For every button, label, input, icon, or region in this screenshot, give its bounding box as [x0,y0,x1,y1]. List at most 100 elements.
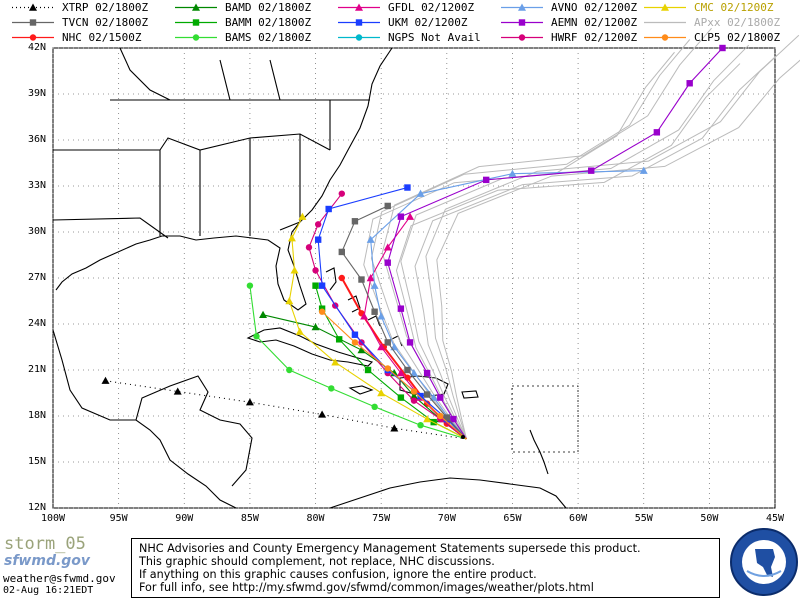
contact-email: weather@sfwmd.gov [3,572,116,585]
lon-label: 95W [109,513,128,524]
legend-time: 02/1200Z [414,1,475,14]
lon-label: 90W [175,513,194,524]
track-point-bams [246,282,254,289]
lat-label: 12N [27,502,46,513]
legend-time: 02/1800Z [88,1,149,14]
legend-model: UKM [388,16,408,29]
track-point-aemn [397,213,405,220]
legend-label: BAMM 02/1800Z [225,15,311,30]
track-point-avno [429,393,438,401]
track-point-clp5 [384,365,391,372]
track-cmc [285,212,467,440]
lon-label: 75W [372,513,391,524]
track-point-aemn [450,415,457,423]
track-point-gfdl [406,212,415,220]
track-point-xtrp [245,398,254,406]
square-marker-icon [175,19,217,26]
track-point-aemn [686,80,693,87]
lat-label: 42N [27,42,46,53]
legend-model: HWRF [551,31,578,44]
track-xtrp [101,376,467,440]
timestamp: 02-Aug 16:21EDT [3,585,94,596]
legend-model: GFDL [388,1,415,14]
lat-label: 15N [27,456,46,467]
lat-label: 36N [27,134,46,145]
triangle-marker-icon [12,3,54,11]
track-point-avno [508,169,517,177]
track-point-bamm [364,366,372,374]
lon-label: 55W [634,513,653,524]
track-point-gfdl [360,312,369,320]
track-point-gfdl [396,369,405,377]
track-point-clp5 [437,412,444,420]
legend-time: Not Avail [414,31,481,44]
legend-label: UKM 02/1200Z [388,15,467,30]
circle-marker-icon [338,34,380,41]
track-point-bams [371,403,378,410]
circle-marker-icon [175,34,217,41]
sfwmd-seal-icon [730,528,798,596]
track-point-cmc [285,297,294,305]
lat-label: 18N [27,410,46,421]
track-point-bamm [335,336,343,343]
legend-label: BAMS 02/1800Z [225,30,311,45]
legend-time: 02/1200Z [577,31,638,44]
legend-model: AEMN [551,16,578,29]
track-point-xtrp [390,424,399,432]
lat-label: 21N [27,364,46,375]
legend-time: 02/1200Z [577,1,638,14]
track-point-clp5 [318,308,326,315]
track-point-gfdl [366,274,375,282]
track-point-hwrf [305,244,313,251]
track-tvcn [338,202,467,440]
track-bams [246,282,467,440]
track-point-tvcn [358,276,365,283]
legend-time: 02/1200Z [713,1,774,14]
track-apxx [425,34,800,440]
lon-label: 50W [700,513,719,524]
disclaimer-box: NHC Advisories and County Emergency Mana… [131,538,720,598]
track-point-ukm [404,184,411,191]
track-point-tvcn [371,308,378,315]
track-point-avno [416,189,425,197]
track-point-bams [417,422,424,429]
track-point-tvcn [443,414,451,421]
legend-model: APxx [694,16,721,29]
track-point-cmc [287,234,296,242]
track-point-avno [366,235,375,243]
legend-time: 02/1200Z [407,16,468,29]
legend-time: 02/1500Z [81,31,142,44]
track-point-cmc [423,415,432,423]
legend-model: CLP5 [694,31,721,44]
circle-marker-icon [12,34,54,41]
track-apxx [400,44,750,440]
track-point-tvcn [404,366,411,374]
track-point-hwrf [314,221,322,228]
lon-label: 80W [306,513,325,524]
track-avno [366,166,648,440]
track-point-bams [286,366,293,374]
track-point-xtrp [173,387,182,395]
legend-label: CLP5 02/1800Z [694,30,780,45]
triangle-marker-icon [644,3,686,11]
track-point-tvcn [384,202,391,210]
track-point-ukm [318,282,326,289]
track-point-cmc [295,327,304,335]
track-point-gfdl [377,343,386,351]
lon-label: 100W [40,513,66,524]
track-point-tvcn [351,218,359,225]
circle-marker-icon [501,34,543,41]
legend-label: HWRF 02/1200Z [551,30,637,45]
legend-label: AVNO 02/1200Z [551,0,637,15]
circle-marker-icon [644,34,686,41]
storm-position-marker [461,435,465,439]
lon-label: 45W [765,513,785,524]
coastlines [52,47,579,509]
disclaimer-line: For full info, see http://my.sfwmd.gov/s… [139,581,594,594]
legend-label: APxx 02/1800Z [694,15,780,30]
legend-label: BAMD 02/1800Z [225,0,311,15]
track-point-bamd [410,392,418,400]
disclaimer-line: This graphic should complement, not repl… [139,555,495,568]
lat-label: 30N [27,226,46,237]
square-marker-icon [338,19,380,26]
